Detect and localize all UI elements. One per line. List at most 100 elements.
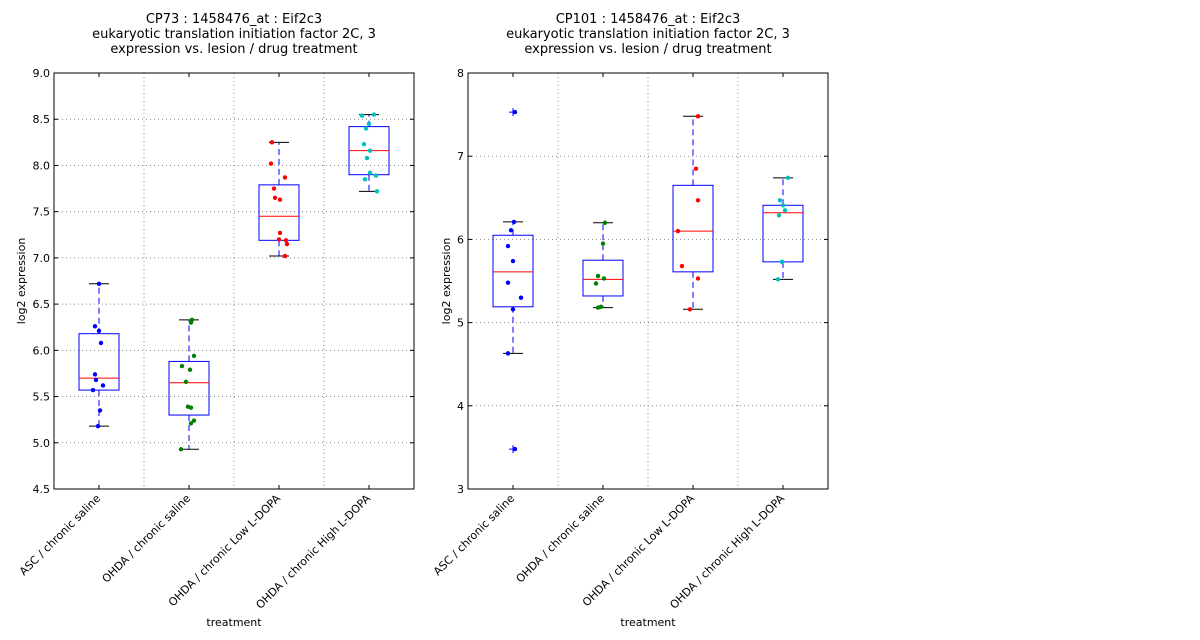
box-group bbox=[672, 114, 714, 312]
data-point bbox=[693, 166, 699, 171]
box-group bbox=[258, 140, 300, 259]
chart-title-line: expression vs. lesion / drug treatment bbox=[524, 42, 771, 57]
y-axis-label: log2 expression bbox=[15, 238, 28, 325]
data-point bbox=[777, 198, 783, 203]
data-point bbox=[282, 175, 288, 180]
chart-title-line: expression vs. lesion / drug treatment bbox=[110, 42, 357, 57]
data-point bbox=[191, 418, 197, 423]
data-point bbox=[601, 276, 607, 281]
data-point bbox=[364, 155, 370, 161]
data-point bbox=[90, 387, 96, 393]
box-iqr bbox=[672, 184, 714, 273]
data-point bbox=[785, 175, 791, 181]
y-tick-label: 6 bbox=[457, 233, 464, 246]
data-point bbox=[779, 259, 785, 265]
data-point bbox=[178, 447, 184, 452]
data-point bbox=[675, 228, 681, 234]
y-tick-label: 7.0 bbox=[33, 252, 51, 265]
data-point bbox=[359, 113, 365, 118]
data-point bbox=[96, 281, 102, 286]
y-tick-label: 8.5 bbox=[33, 113, 51, 126]
data-point bbox=[188, 405, 194, 410]
data-point bbox=[511, 219, 517, 225]
data-point bbox=[518, 295, 524, 300]
box-group bbox=[582, 220, 624, 310]
data-point bbox=[277, 197, 283, 202]
data-point bbox=[97, 408, 103, 413]
data-point bbox=[595, 305, 601, 310]
y-tick-label: 4 bbox=[457, 400, 464, 413]
y-tick-label: 6.5 bbox=[33, 298, 51, 311]
data-point bbox=[782, 208, 788, 213]
box-group bbox=[762, 175, 804, 282]
data-point bbox=[282, 253, 288, 259]
box-group bbox=[168, 317, 210, 452]
data-point bbox=[188, 320, 194, 325]
data-point bbox=[183, 379, 189, 384]
box-iqr bbox=[168, 360, 210, 416]
y-tick-label: 7.5 bbox=[33, 206, 51, 219]
data-point bbox=[191, 353, 197, 359]
data-point bbox=[268, 161, 274, 166]
data-point bbox=[687, 307, 693, 312]
data-point bbox=[92, 324, 98, 329]
data-point bbox=[512, 446, 518, 452]
data-point bbox=[593, 281, 599, 286]
data-point bbox=[695, 198, 701, 203]
data-point bbox=[362, 177, 368, 182]
data-point bbox=[512, 109, 518, 115]
y-tick-label: 5.0 bbox=[33, 437, 51, 450]
data-point bbox=[695, 114, 701, 119]
data-point bbox=[510, 258, 516, 264]
y-tick-label: 7 bbox=[457, 150, 464, 163]
data-point bbox=[776, 213, 782, 218]
data-point bbox=[595, 273, 601, 279]
data-point bbox=[179, 363, 185, 369]
data-point bbox=[361, 141, 367, 147]
y-tick-label: 3 bbox=[457, 483, 464, 496]
data-point bbox=[276, 237, 282, 242]
data-point bbox=[269, 140, 275, 145]
data-point bbox=[508, 228, 514, 233]
data-point bbox=[271, 186, 277, 191]
data-point bbox=[679, 263, 685, 269]
data-point bbox=[600, 241, 606, 246]
y-tick-label: 8 bbox=[457, 67, 464, 80]
chart-title-line: CP73 : 1458476_at : Eif2c3 bbox=[146, 12, 322, 27]
x-tick-label: ASC / chronic saline bbox=[17, 492, 103, 578]
data-point bbox=[95, 423, 101, 429]
y-tick-label: 8.0 bbox=[33, 159, 51, 172]
chart-title-line: eukaryotic translation initiation factor… bbox=[92, 27, 376, 42]
data-point bbox=[505, 351, 511, 356]
chart-title-line: CP101 : 1458476_at : Eif2c3 bbox=[556, 12, 741, 27]
data-point bbox=[93, 377, 99, 383]
data-point bbox=[374, 189, 380, 194]
data-point bbox=[187, 367, 193, 372]
data-point bbox=[367, 148, 373, 153]
data-point bbox=[505, 243, 511, 249]
data-point bbox=[366, 121, 372, 127]
x-tick-label: ASC / chronic saline bbox=[431, 492, 517, 578]
data-point bbox=[188, 421, 194, 426]
plot-frame bbox=[53, 72, 415, 490]
data-point bbox=[363, 126, 369, 131]
box-iqr bbox=[762, 204, 804, 263]
y-tick-label: 5 bbox=[457, 317, 464, 330]
data-point bbox=[695, 276, 701, 281]
x-tick-label: OHDA / chronic saline bbox=[100, 492, 194, 586]
x-tick-label: OHDA / chronic saline bbox=[514, 492, 608, 586]
y-tick-label: 9.0 bbox=[33, 67, 51, 80]
data-point bbox=[367, 170, 373, 176]
chart-title-line: eukaryotic translation initiation factor… bbox=[506, 27, 790, 42]
data-point bbox=[96, 328, 102, 334]
y-tick-label: 4.5 bbox=[33, 483, 51, 496]
data-point bbox=[371, 112, 377, 117]
data-point bbox=[92, 372, 98, 377]
data-point bbox=[780, 203, 786, 208]
x-axis-label: treatment bbox=[620, 616, 676, 629]
data-point bbox=[284, 241, 290, 247]
plot-frame bbox=[467, 72, 829, 490]
